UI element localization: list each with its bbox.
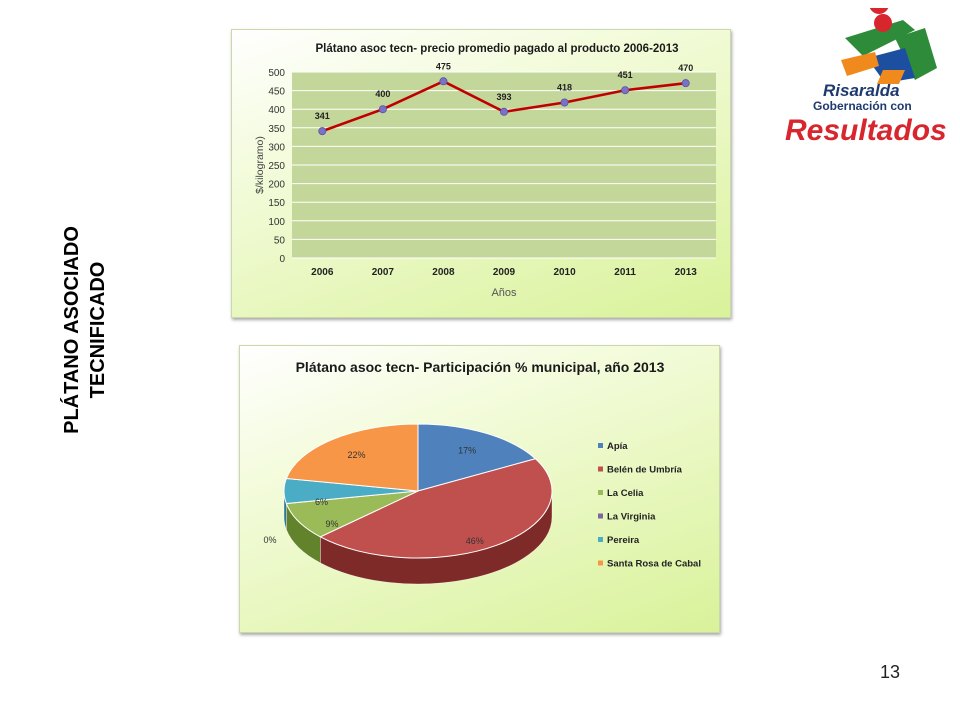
legend-swatch: [598, 443, 603, 448]
x-tick-label: 2007: [372, 267, 395, 278]
pie-data-label: 46%: [466, 536, 484, 546]
slide-title: PLÁTANO ASOCIADO TECNIFICADO: [30, 205, 140, 455]
legend-swatch: [598, 466, 603, 472]
y-axis-label: $/kilogramo): [254, 136, 266, 194]
y-tick-label: 0: [279, 254, 285, 265]
x-tick-label: 2006: [311, 267, 334, 278]
data-label: 393: [496, 92, 511, 102]
page-number: 13: [880, 662, 901, 682]
data-point: [621, 86, 630, 95]
y-tick-label: 400: [268, 105, 285, 116]
slide-title-line1: PLÁTANO ASOCIADO: [61, 226, 83, 434]
pie-data-label: 6%: [315, 497, 328, 507]
y-tick-label: 250: [268, 161, 285, 172]
legend-label: Apía: [607, 441, 628, 452]
logo-text-2: Gobernación con: [813, 99, 912, 113]
pie-slice: [285, 423, 419, 492]
data-point: [439, 77, 448, 86]
logo-text-1: Risaralda: [823, 81, 900, 100]
slide-title-line2: TECNIFICADO: [87, 261, 109, 399]
pie-data-label: 17%: [458, 445, 476, 455]
data-label: 341: [315, 111, 330, 121]
data-point: [560, 98, 569, 107]
legend-swatch: [598, 560, 603, 566]
pie-slice: [417, 423, 537, 492]
pie-chart: Plátano asoc tecn- Participación % munic…: [263, 359, 701, 585]
risaralda-logo: Risaralda Gobernación con Resultados: [775, 0, 955, 148]
y-tick-label: 100: [268, 217, 285, 228]
data-point: [318, 127, 327, 136]
line-chart-panel: Plátano asoc tecn- precio promedio pagad…: [231, 29, 731, 318]
legend-label: La Virginia: [607, 512, 656, 523]
data-point: [499, 107, 508, 116]
x-tick-label: 2009: [493, 267, 516, 278]
x-tick-label: 2008: [432, 267, 455, 278]
pie-chart-panel: Plátano asoc tecn- Participación % munic…: [239, 345, 720, 633]
legend-label: Santa Rosa de Cabal: [607, 559, 701, 570]
x-tick-label: 2011: [614, 267, 636, 278]
legend-swatch: [598, 513, 603, 519]
line-chart: Plátano asoc tecn- precio promedio pagad…: [254, 43, 716, 299]
x-axis-label: Años: [491, 287, 517, 299]
pie-data-label: 0%: [263, 535, 276, 545]
pie-data-label: 22%: [347, 450, 365, 460]
pie-chart-title: Plátano asoc tecn- Participación % munic…: [296, 359, 665, 375]
data-label: 475: [436, 61, 451, 71]
y-tick-label: 350: [268, 124, 285, 135]
data-label: 470: [678, 63, 693, 73]
pie-slice: [319, 458, 553, 559]
risaralda-logo-icon: Risaralda Gobernación con Resultados: [785, 0, 947, 147]
y-tick-label: 450: [268, 87, 285, 98]
data-label: 451: [618, 70, 633, 80]
legend-swatch: [598, 490, 603, 495]
y-tick-label: 300: [268, 142, 285, 153]
y-tick-label: 200: [268, 180, 285, 191]
y-tick-label: 50: [274, 235, 286, 246]
data-label: 418: [557, 83, 572, 93]
line-chart-title: Plátano asoc tecn- precio promedio pagad…: [316, 43, 679, 55]
logo-text-3: Resultados: [785, 114, 947, 147]
data-label: 400: [375, 89, 390, 99]
y-tick-label: 150: [268, 198, 285, 209]
x-tick-label: 2010: [553, 267, 576, 278]
legend-label: Pereira: [607, 535, 640, 546]
y-tick-label: 500: [268, 68, 285, 79]
x-tick-label: 2013: [675, 267, 698, 278]
data-point: [378, 105, 387, 114]
legend-label: La Celia: [607, 488, 644, 499]
data-point: [681, 79, 690, 88]
legend-swatch: [598, 537, 603, 542]
legend-label: Belén de Umbría: [607, 465, 683, 476]
pie-data-label: 9%: [326, 519, 339, 529]
